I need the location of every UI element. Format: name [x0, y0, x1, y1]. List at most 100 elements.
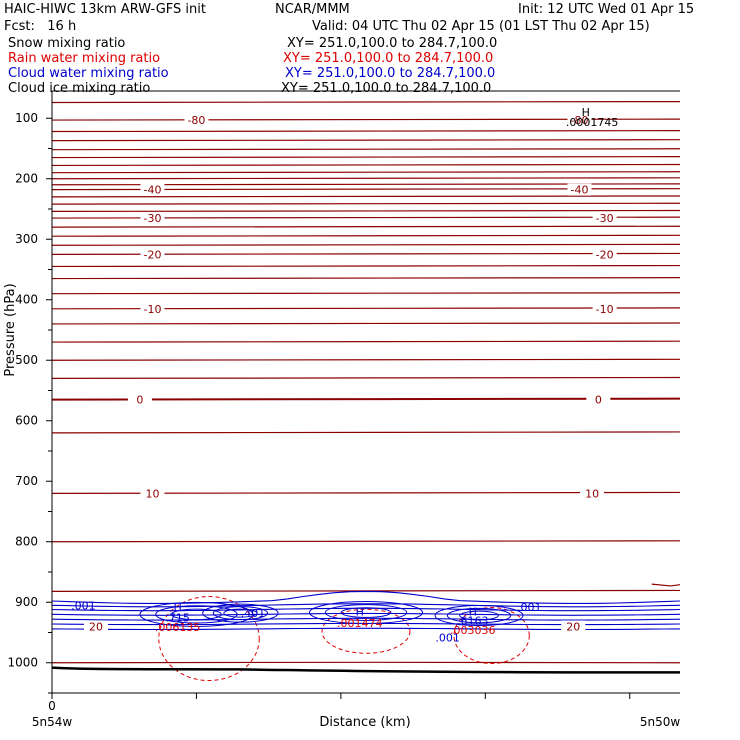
cloud-water-cell [155, 605, 238, 624]
annotation-label: H [356, 605, 364, 618]
y-tick-label: 500 [15, 353, 38, 367]
label-mask [140, 487, 165, 500]
label-mask [140, 183, 165, 196]
rain-contour [158, 596, 260, 682]
y-tick-label: 900 [15, 595, 38, 609]
temperature-contour [51, 225, 681, 228]
label-mask [140, 302, 165, 315]
annotation-label: .0001745 [566, 116, 619, 129]
y-tick-label: 1000 [7, 656, 38, 670]
cloud-water-cell [171, 608, 222, 621]
temperature-contour [51, 264, 681, 268]
temperature-contour [51, 340, 681, 343]
temperature-label: -30 [143, 212, 161, 225]
temperature-label: -10 [596, 303, 614, 316]
label-mask [140, 248, 165, 261]
temperature-label: 0 [136, 394, 143, 407]
annotation-label: .003036 [450, 624, 496, 637]
x-axis-title: Distance (km) [319, 715, 410, 730]
valid-time: Valid: 04 UTC Thu 02 Apr 15 (01 LST Thu … [312, 19, 650, 34]
label-mask [127, 393, 152, 406]
field-xy-cloud-water: XY= 251.0,100.0 to 284.7,100.0 [285, 66, 496, 81]
y-tick-label: 700 [15, 474, 38, 488]
label-mask [567, 114, 592, 127]
annotation-label: .001474 [337, 617, 383, 630]
temperature-label: -80 [571, 114, 589, 127]
y-axis-title: Pressure (hPa) [3, 283, 18, 376]
x-right-end-label: 5n50w [640, 715, 681, 729]
label-mask [592, 212, 617, 225]
annotation-label: .001 [435, 631, 460, 644]
temperature-label: -30 [596, 212, 614, 225]
temperature-label: 20 [566, 620, 580, 633]
temperature-contour [51, 148, 681, 151]
temperature-label: 20 [89, 620, 103, 633]
temperature-contour [51, 322, 681, 325]
y-tick-label: 300 [15, 232, 38, 246]
contour-labels: -80 -80 -40 -40 -30 -30 -20 -20 -10 -10 0 0 10 10 20 20… [71, 106, 618, 644]
y-tick-label: 200 [15, 172, 38, 186]
y-tick-label: 400 [15, 293, 38, 307]
temperature-label: -80 [187, 114, 205, 127]
temperature-contour [51, 202, 681, 205]
cloud-water-cell [202, 603, 279, 623]
temperature-contour [51, 397, 681, 401]
terrain-line [51, 666, 681, 674]
field-xy-rain: XY= 251.0,100.0 to 284.7,100.0 [283, 51, 494, 66]
annotation-label: H [582, 106, 590, 119]
temperature-contour [651, 583, 681, 587]
cloud-water-cell [223, 608, 258, 618]
temperature-contour [51, 171, 681, 174]
temperature-contour [51, 209, 681, 212]
temperature-label: -20 [143, 248, 161, 261]
cloud-water-cell [340, 607, 392, 618]
label-mask [140, 212, 165, 225]
temperature-label: -20 [596, 248, 614, 261]
label-mask [83, 620, 108, 633]
label-mask [561, 620, 586, 633]
annotation-label: .006135 [155, 621, 201, 634]
temperature-contour [51, 234, 681, 237]
cloud-water-cell [308, 601, 424, 625]
label-mask [184, 114, 209, 127]
cloud-water-contour [51, 617, 681, 621]
left-title: HAIC-HIWC 13km ARW-GFS init [4, 2, 206, 17]
forecast-hour: Fcst: 16 h [4, 19, 77, 34]
temperature-label: 10 [145, 487, 159, 500]
field-name-cloud-water: Cloud water mixing ratio [8, 66, 169, 81]
temperature-contour [51, 130, 681, 133]
temperature-contour [51, 163, 681, 167]
label-mask [586, 393, 611, 406]
x-tick-label: 0 [48, 699, 56, 713]
rain-contour [321, 608, 411, 654]
field-xy-snow: XY= 251.0,100.0 to 284.7,100.0 [287, 36, 498, 51]
cloud-water-cell [324, 604, 408, 621]
cloud-water-cell [139, 601, 254, 627]
rain-contours [158, 596, 530, 682]
field-name-snow: Snow mixing ratio [8, 36, 126, 51]
center-title: NCAR/MMM [275, 2, 350, 17]
temperature-contour [51, 431, 681, 434]
cloud-water-cell [446, 607, 512, 624]
terrain-line [51, 666, 681, 674]
y-tick-label: 100 [15, 111, 38, 125]
temperature-contour [51, 177, 681, 180]
temperature-label: -10 [143, 303, 161, 316]
temperature-label: 0 [595, 394, 602, 407]
temperature-contour [51, 195, 681, 198]
label-mask [592, 248, 617, 261]
y-tick-label: 800 [15, 535, 38, 549]
cloud-water-cell [434, 605, 524, 627]
cloud-water-cell [212, 606, 269, 621]
temperature-contour [51, 139, 681, 142]
y-tick-label: 600 [15, 414, 38, 428]
temperature-contour [51, 243, 681, 246]
field-name-cloud-ice: Cloud ice mixing ratio [8, 81, 151, 96]
rain-contour [453, 607, 530, 665]
annotation-label: .401 [241, 607, 266, 620]
temperature-contour [51, 358, 681, 361]
cloud-water-contour [51, 590, 681, 604]
field-xy-cloud-ice: XY= 251.0,100.0 to 284.7,100.0 [281, 81, 492, 96]
